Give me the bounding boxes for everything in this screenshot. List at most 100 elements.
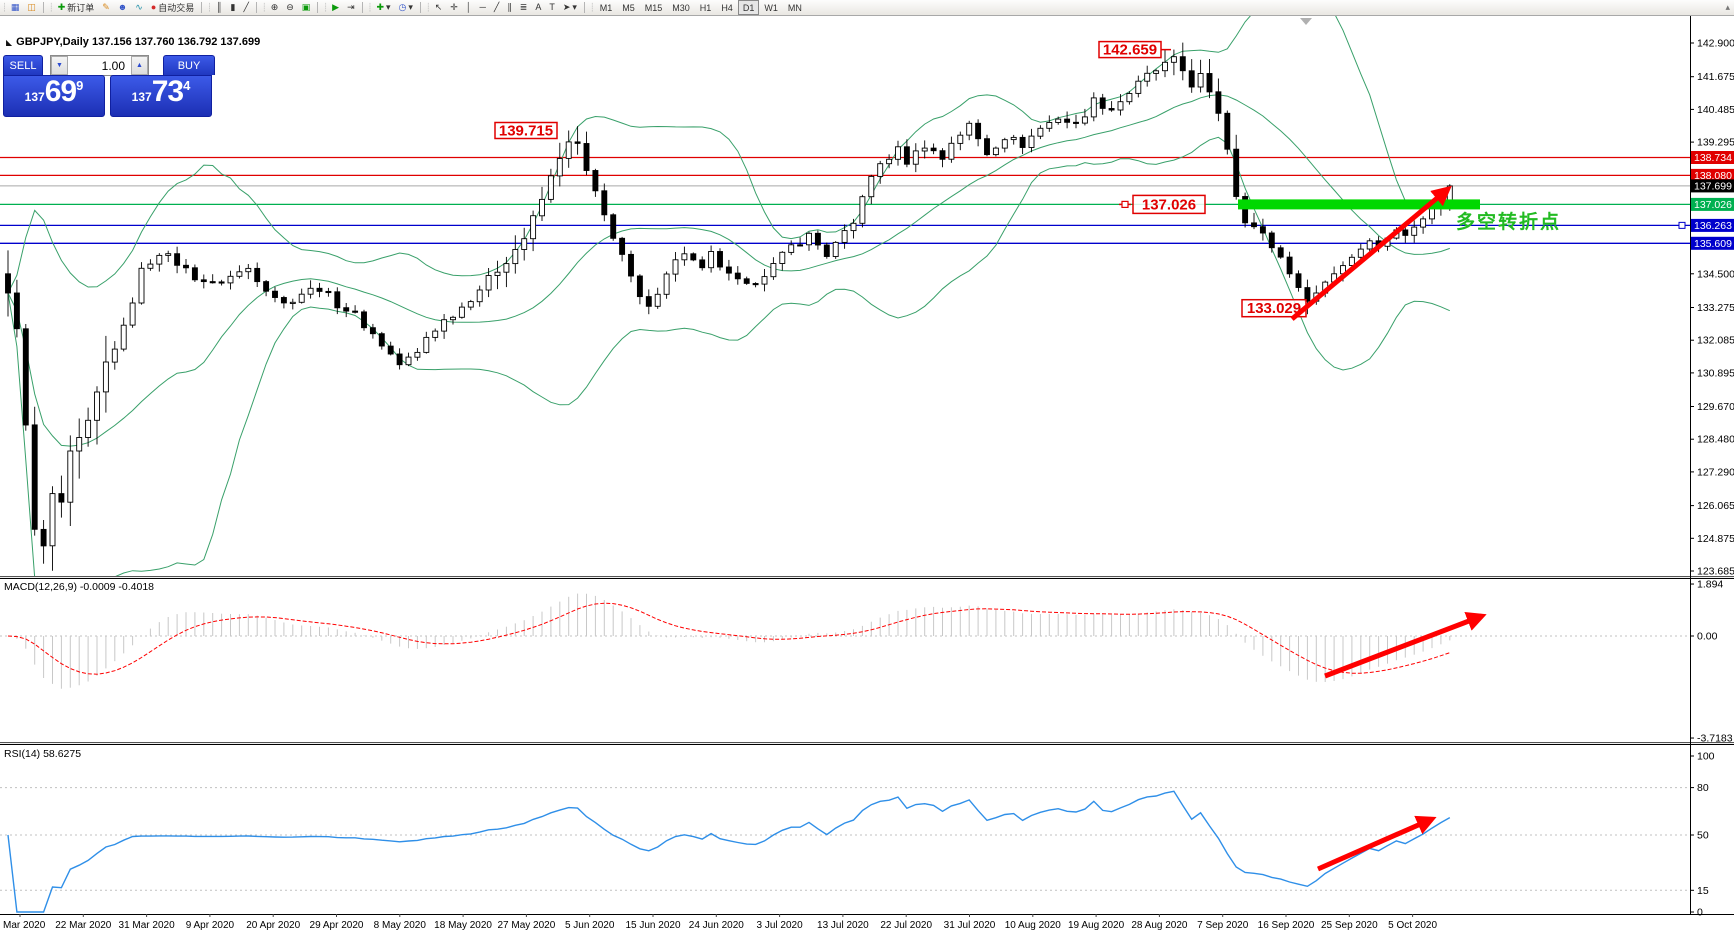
timeframe-m15-button[interactable]: M15: [644, 2, 663, 13]
turning-point-label[interactable]: 多空转折点: [1456, 210, 1561, 233]
volume-stepper: ▼ 1.00 ▲: [50, 55, 149, 76]
bar-chart-button[interactable]: ║: [212, 0, 226, 15]
navigator-button[interactable]: ☻: [114, 0, 131, 15]
autotrading-button[interactable]: ● 自动交易: [150, 2, 195, 14]
candlestick-chart-icon: ▮: [230, 2, 236, 12]
toolbar-overflow-icon[interactable]: ▴: [1725, 2, 1730, 12]
macd-tick-label: -3.7183: [1697, 733, 1733, 745]
vertical-line-tool-icon: │: [465, 2, 472, 12]
horizontal-line-tool-button[interactable]: ─: [475, 0, 489, 15]
timeframe-d1-button[interactable]: D1: [737, 0, 760, 15]
channel-tool-icon: ∥: [507, 2, 512, 12]
caret-down-icon: ▾: [408, 2, 413, 12]
trend-arrow-rsi[interactable]: [1316, 815, 1437, 872]
fibonacci-tool-button[interactable]: ≣: [516, 0, 532, 15]
trendline-tool-button[interactable]: ╱: [490, 0, 503, 15]
annotation-box[interactable]: [494, 121, 558, 140]
timeframe-h4-button[interactable]: H4: [721, 2, 733, 13]
main-toolbar: ┊ ▦ ◫ ┊ ✚ 新订单 ✎ ☻ ∿ ● 自动交易 ┊ ║ ▮ ╱ ┊ ⊕ ⊖ ▣ ┊ ▶ ⇥ ┊ ✚ ▾ ◷ ▾ ┊ ↖ ✛ │ ─ ╱ ∥ ≣…: [0, 0, 1734, 16]
tile-windows-icon: ▣: [301, 2, 311, 12]
profiles-button[interactable]: ◫: [23, 0, 40, 15]
buy-price-button[interactable]: 137734: [110, 75, 212, 117]
timeframe-m5-button[interactable]: M5: [622, 2, 635, 13]
date-tick-label: 19 Aug 2020: [1068, 920, 1125, 931]
text-tool-button[interactable]: A: [531, 0, 545, 15]
timeframe-mn-button[interactable]: MN: [787, 2, 802, 13]
price-tick-label: 128.480: [1697, 434, 1734, 446]
volume-value[interactable]: 1.00: [101, 58, 125, 73]
crosshair-tool-icon: ✛: [450, 2, 458, 12]
timeframe-w1-button[interactable]: W1: [764, 2, 778, 13]
chart-shift-marker[interactable]: [1300, 18, 1312, 25]
line-drag-handle[interactable]: [1678, 221, 1686, 229]
buy-label-button[interactable]: BUY: [163, 55, 215, 75]
line-chart-icon: ╱: [243, 2, 249, 12]
symbol-ohlc-text: GBPJPY,Daily 137.156 137.760 136.792 137…: [16, 36, 261, 48]
price-tick-label: 129.670: [1697, 401, 1734, 413]
fibonacci-tool-icon: ≣: [519, 2, 528, 12]
trend-arrow-macd[interactable]: [1324, 612, 1487, 679]
crosshair-tool-button[interactable]: ✛: [446, 0, 462, 15]
new-order-icon: ✚: [57, 2, 66, 12]
time-axis[interactable]: 2 Mar 2020 22 Mar 2020 31 Mar 2020 9 Apr 20…: [0, 914, 1437, 931]
chart-shift-button[interactable]: ⇥: [343, 0, 359, 15]
date-tick-label: 13 Jul 2020: [817, 920, 869, 931]
channel-tool-button[interactable]: ∥: [503, 0, 516, 15]
price-tick-label: 130.895: [1697, 367, 1734, 379]
cursor-tool-button[interactable]: ↖: [431, 0, 447, 15]
candlestick-chart-button[interactable]: ▮: [227, 0, 240, 15]
date-tick-label: 22 Jul 2020: [880, 920, 932, 931]
cursor-tool-icon: ↖: [434, 2, 443, 12]
price-tick-label: 132.085: [1697, 335, 1734, 347]
price-axis[interactable]: 142.900 141.675 140.485 139.295 134.500 133.2…: [1690, 38, 1734, 919]
label-tool-button[interactable]: T: [545, 0, 559, 15]
macd-histogram: [16, 593, 1451, 689]
price-tick-label: 127.290: [1697, 466, 1734, 478]
price-badge-text: 138.080: [1694, 170, 1732, 182]
price-badge: [1691, 151, 1734, 164]
price-tick-label: 139.295: [1697, 137, 1734, 149]
new-order-button[interactable]: ✚ 新订单: [57, 2, 95, 14]
support-highlight-bar[interactable]: [1238, 199, 1480, 210]
macd-tick-label: 1.894: [1697, 579, 1723, 591]
annotation-text: 137.026: [1142, 196, 1196, 213]
zoom-out-button[interactable]: ⊖: [282, 0, 298, 15]
arrows-tool-button[interactable]: ➤ ▾: [559, 0, 581, 15]
trend-arrow-main[interactable]: [1290, 185, 1452, 321]
symbol-ohlc-title: ◣ GBPJPY,Daily 137.156 137.760 136.792 1…: [6, 36, 260, 48]
rsi-label: RSI(14) 58.6275: [4, 748, 81, 760]
date-tick-label: 29 Apr 2020: [310, 920, 364, 931]
rsi-tick-label: 100: [1697, 751, 1715, 763]
periods-button[interactable]: ◷ ▾: [395, 0, 417, 15]
price-badge-text: 136.263: [1694, 220, 1732, 232]
indicators-button[interactable]: ✚ ▾: [372, 0, 394, 15]
auto-scroll-button[interactable]: ▶: [328, 0, 343, 15]
macd-signal-line: [7, 602, 1450, 675]
timeframe-m1-button[interactable]: M1: [599, 2, 613, 13]
signals-button[interactable]: ∿: [131, 0, 147, 15]
bollinger-bands: [7, 15, 1451, 576]
vertical-line-tool-button[interactable]: │: [462, 0, 476, 15]
date-tick-label: 2 Mar 2020: [0, 920, 46, 931]
new-chart-button[interactable]: ▦: [7, 0, 24, 15]
volume-increase-button[interactable]: ▲: [131, 56, 148, 75]
sell-price-button[interactable]: 137699: [3, 75, 105, 117]
price-chart-canvas[interactable]: 142.659 139.715 137.026 133.029 多空转折点 142.900…: [0, 15, 1734, 937]
metaeditor-button[interactable]: ✎: [98, 0, 114, 15]
annotation-box[interactable]: [1132, 194, 1206, 215]
volume-decrease-button[interactable]: ▼: [51, 56, 68, 75]
navigator-icon: ☻: [117, 2, 128, 12]
sell-label-button[interactable]: SELL: [3, 55, 43, 75]
annotation-text: 139.715: [499, 123, 553, 140]
line-chart-button[interactable]: ╱: [239, 0, 252, 15]
trendline-tool-icon: ╱: [493, 2, 500, 12]
price-badge-text: 138.734: [1694, 152, 1732, 164]
zoom-in-button[interactable]: ⊕: [267, 0, 283, 15]
tile-windows-button[interactable]: ▣: [298, 0, 315, 15]
timeframe-h1-button[interactable]: H1: [699, 2, 712, 13]
price-annotations[interactable]: 142.659 139.715 137.026 133.029: [494, 40, 1307, 318]
chart-window[interactable]: ◣ GBPJPY,Daily 137.156 137.760 136.792 1…: [0, 15, 1734, 937]
timeframe-m30-button[interactable]: M30: [672, 2, 690, 13]
date-tick-label: 10 Aug 2020: [1005, 920, 1062, 931]
indicators-icon: ✚: [376, 2, 384, 12]
